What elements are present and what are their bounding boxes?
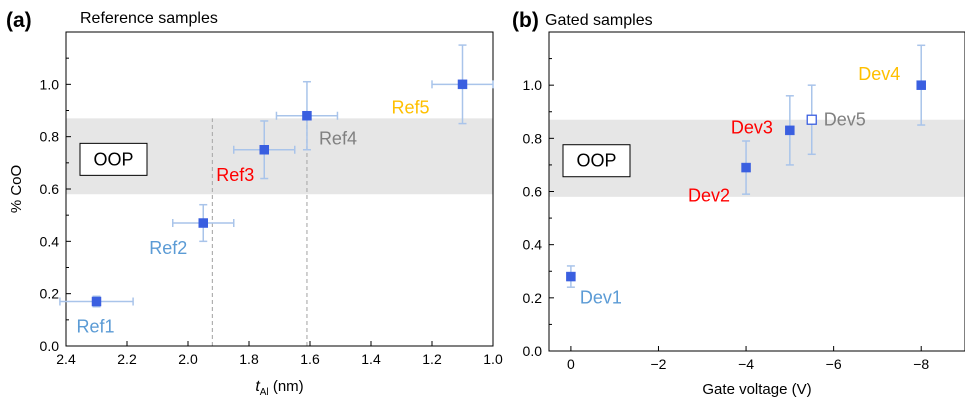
panel-label: (b) (512, 9, 539, 32)
data-point-ref2: Ref2 (149, 203, 235, 258)
point-label: Dev1 (580, 288, 622, 308)
y-tick-label: 0.2 (40, 286, 60, 302)
data-point-dev1: Dev1 (566, 265, 622, 308)
y-tick-label: 1.0 (523, 77, 543, 93)
oop-label: OOP (576, 151, 616, 171)
oop-label-box (79, 142, 148, 176)
x-tick-label: 1.4 (361, 351, 381, 367)
panel-title: Gated samples (545, 12, 653, 29)
panel-gated-samples: OOP 0.0 0.2 0.4 0.6 0.8 1.0 0 −2 −4 −6 −8 (b) Gated s… (512, 9, 965, 398)
data-point-dev5: Dev5 (806, 84, 866, 156)
y-tick-label: 0.0 (40, 338, 60, 354)
x-tick-label: 1.2 (422, 351, 442, 367)
x-tick-label: 1.0 (483, 351, 503, 367)
x-tick-label: −8 (913, 356, 929, 372)
data-marker (916, 80, 926, 90)
x-axis-label: Gate voltage (V) (702, 381, 811, 398)
x-tick-label: −2 (650, 356, 666, 372)
point-label: Dev3 (731, 117, 773, 137)
data-point-dev2: Dev2 (688, 140, 751, 206)
panel-title: Reference samples (80, 10, 218, 27)
x-tick-label: 2.4 (56, 351, 76, 367)
y-tick-label: 0.6 (523, 184, 543, 200)
point-label: Ref5 (392, 97, 430, 117)
data-marker (198, 218, 208, 228)
y-tick-label: 1.0 (40, 76, 60, 92)
y-tick-label: 0.4 (40, 233, 60, 249)
data-marker (566, 271, 576, 282)
point-label: Dev4 (858, 64, 900, 84)
point-label: Ref4 (319, 129, 357, 149)
data-point-ref5: Ref5 (392, 44, 494, 125)
data-marker (806, 114, 817, 125)
y-tick-label: 0.2 (523, 290, 543, 306)
x-tick-label: 2.2 (117, 351, 137, 367)
x-tick-label: 0 (567, 356, 575, 372)
y-tick-label: 0.8 (523, 130, 543, 146)
oop-label: OOP (93, 149, 133, 169)
y-tick-label: 0.6 (40, 181, 60, 197)
data-point-ref4: Ref4 (275, 80, 357, 151)
point-label: Ref2 (149, 238, 187, 258)
data-marker (457, 79, 468, 90)
y-tick-label: 0.0 (523, 343, 543, 359)
point-label: Ref1 (77, 317, 115, 337)
y-axis-label: % CoO (8, 165, 25, 213)
x-tick-label: −4 (738, 356, 754, 372)
panel-label: (a) (6, 9, 32, 32)
data-marker (741, 162, 751, 173)
data-marker (302, 110, 312, 121)
data-marker (785, 125, 795, 136)
y-tick-label: 0.4 (523, 237, 543, 253)
y-tick-label: 0.8 (40, 129, 60, 145)
x-tick-label: 1.8 (239, 351, 259, 367)
data-point-ref3: Ref3 (216, 120, 296, 185)
panel-reference-samples: OOP 0.0 0.2 0.4 0.6 0.8 1.0 2.4 2.2 2.0 1.8 1.6 1.4 1… (6, 9, 503, 398)
point-label: Dev5 (824, 110, 866, 130)
data-marker (259, 145, 269, 155)
data-point-ref1: Ref1 (59, 295, 134, 337)
x-tick-label: 1.6 (300, 351, 320, 367)
data-point-dev4: Dev4 (858, 44, 926, 126)
point-label: Dev2 (688, 186, 730, 206)
data-marker (91, 296, 102, 307)
x-axis-label: tAl (nm) (255, 378, 303, 398)
point-label: Ref3 (216, 165, 254, 185)
x-tick-label: 2.0 (178, 351, 198, 367)
x-tick-label: −6 (826, 356, 842, 372)
data-point-dev3: Dev3 (731, 95, 795, 166)
oop-label-box (562, 144, 631, 178)
